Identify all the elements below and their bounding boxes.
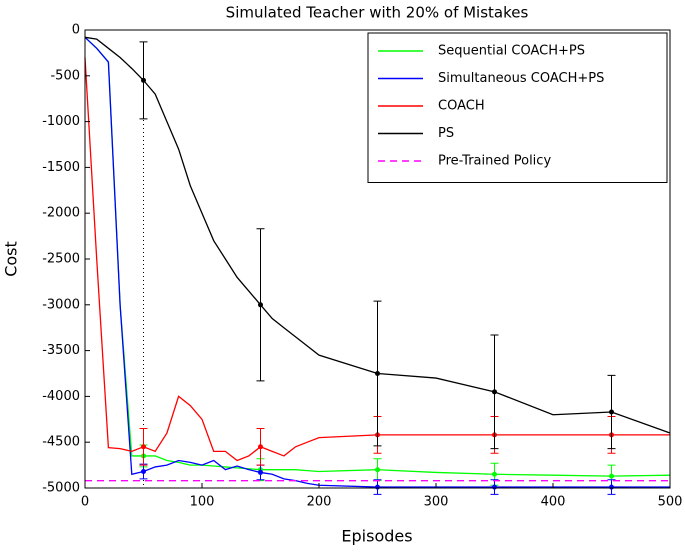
point bbox=[492, 484, 497, 490]
series-line bbox=[84, 36, 670, 488]
point bbox=[258, 469, 263, 475]
series-line bbox=[84, 36, 671, 434]
point bbox=[375, 484, 380, 490]
point bbox=[609, 409, 614, 415]
y-tick-label: -1500 bbox=[42, 160, 80, 175]
x-tick-label: 100 bbox=[190, 495, 215, 510]
x-tick-label: 400 bbox=[541, 495, 566, 510]
y-tick-label: -3000 bbox=[42, 297, 80, 312]
point bbox=[375, 467, 380, 473]
y-tick-label: -4000 bbox=[42, 389, 80, 404]
point bbox=[141, 77, 146, 83]
y-tick-label: -500 bbox=[50, 68, 80, 83]
legend-label: COACH bbox=[438, 99, 485, 114]
legend-label: Pre-Trained Policy bbox=[438, 154, 551, 169]
chart-title: Simulated Teacher with 20% of Mistakes bbox=[226, 4, 529, 22]
y-tick-label: -1000 bbox=[42, 114, 80, 129]
y-tick-label: -2000 bbox=[42, 206, 80, 221]
series-line bbox=[84, 57, 670, 462]
point bbox=[375, 371, 380, 376]
point bbox=[492, 471, 497, 477]
point bbox=[141, 469, 146, 475]
legend-label: PS bbox=[438, 126, 454, 141]
y-tick-label: 0 bbox=[72, 23, 80, 38]
legend-label: Simultaneous COACH+PS bbox=[438, 71, 604, 86]
y-tick-label: -2500 bbox=[42, 252, 80, 267]
x-tick-label: 300 bbox=[424, 495, 449, 510]
y-tick-label: -5000 bbox=[42, 481, 80, 496]
x-tick-label: 500 bbox=[658, 495, 683, 510]
point bbox=[492, 389, 497, 395]
legend-label: Sequential COACH+PS bbox=[438, 44, 585, 59]
y-tick-label: -3500 bbox=[42, 343, 80, 358]
point bbox=[258, 302, 263, 308]
point bbox=[609, 484, 614, 490]
x-tick-label: 0 bbox=[81, 495, 89, 510]
legend-box bbox=[367, 32, 668, 183]
point bbox=[609, 473, 614, 479]
point bbox=[258, 444, 263, 450]
y-tick-label: -4500 bbox=[42, 435, 80, 450]
series-line bbox=[84, 36, 671, 477]
x-axis-label: Episodes bbox=[341, 527, 412, 546]
x-tick-label: 200 bbox=[307, 495, 332, 510]
y-axis-label: Cost bbox=[2, 241, 21, 277]
point bbox=[141, 444, 146, 450]
